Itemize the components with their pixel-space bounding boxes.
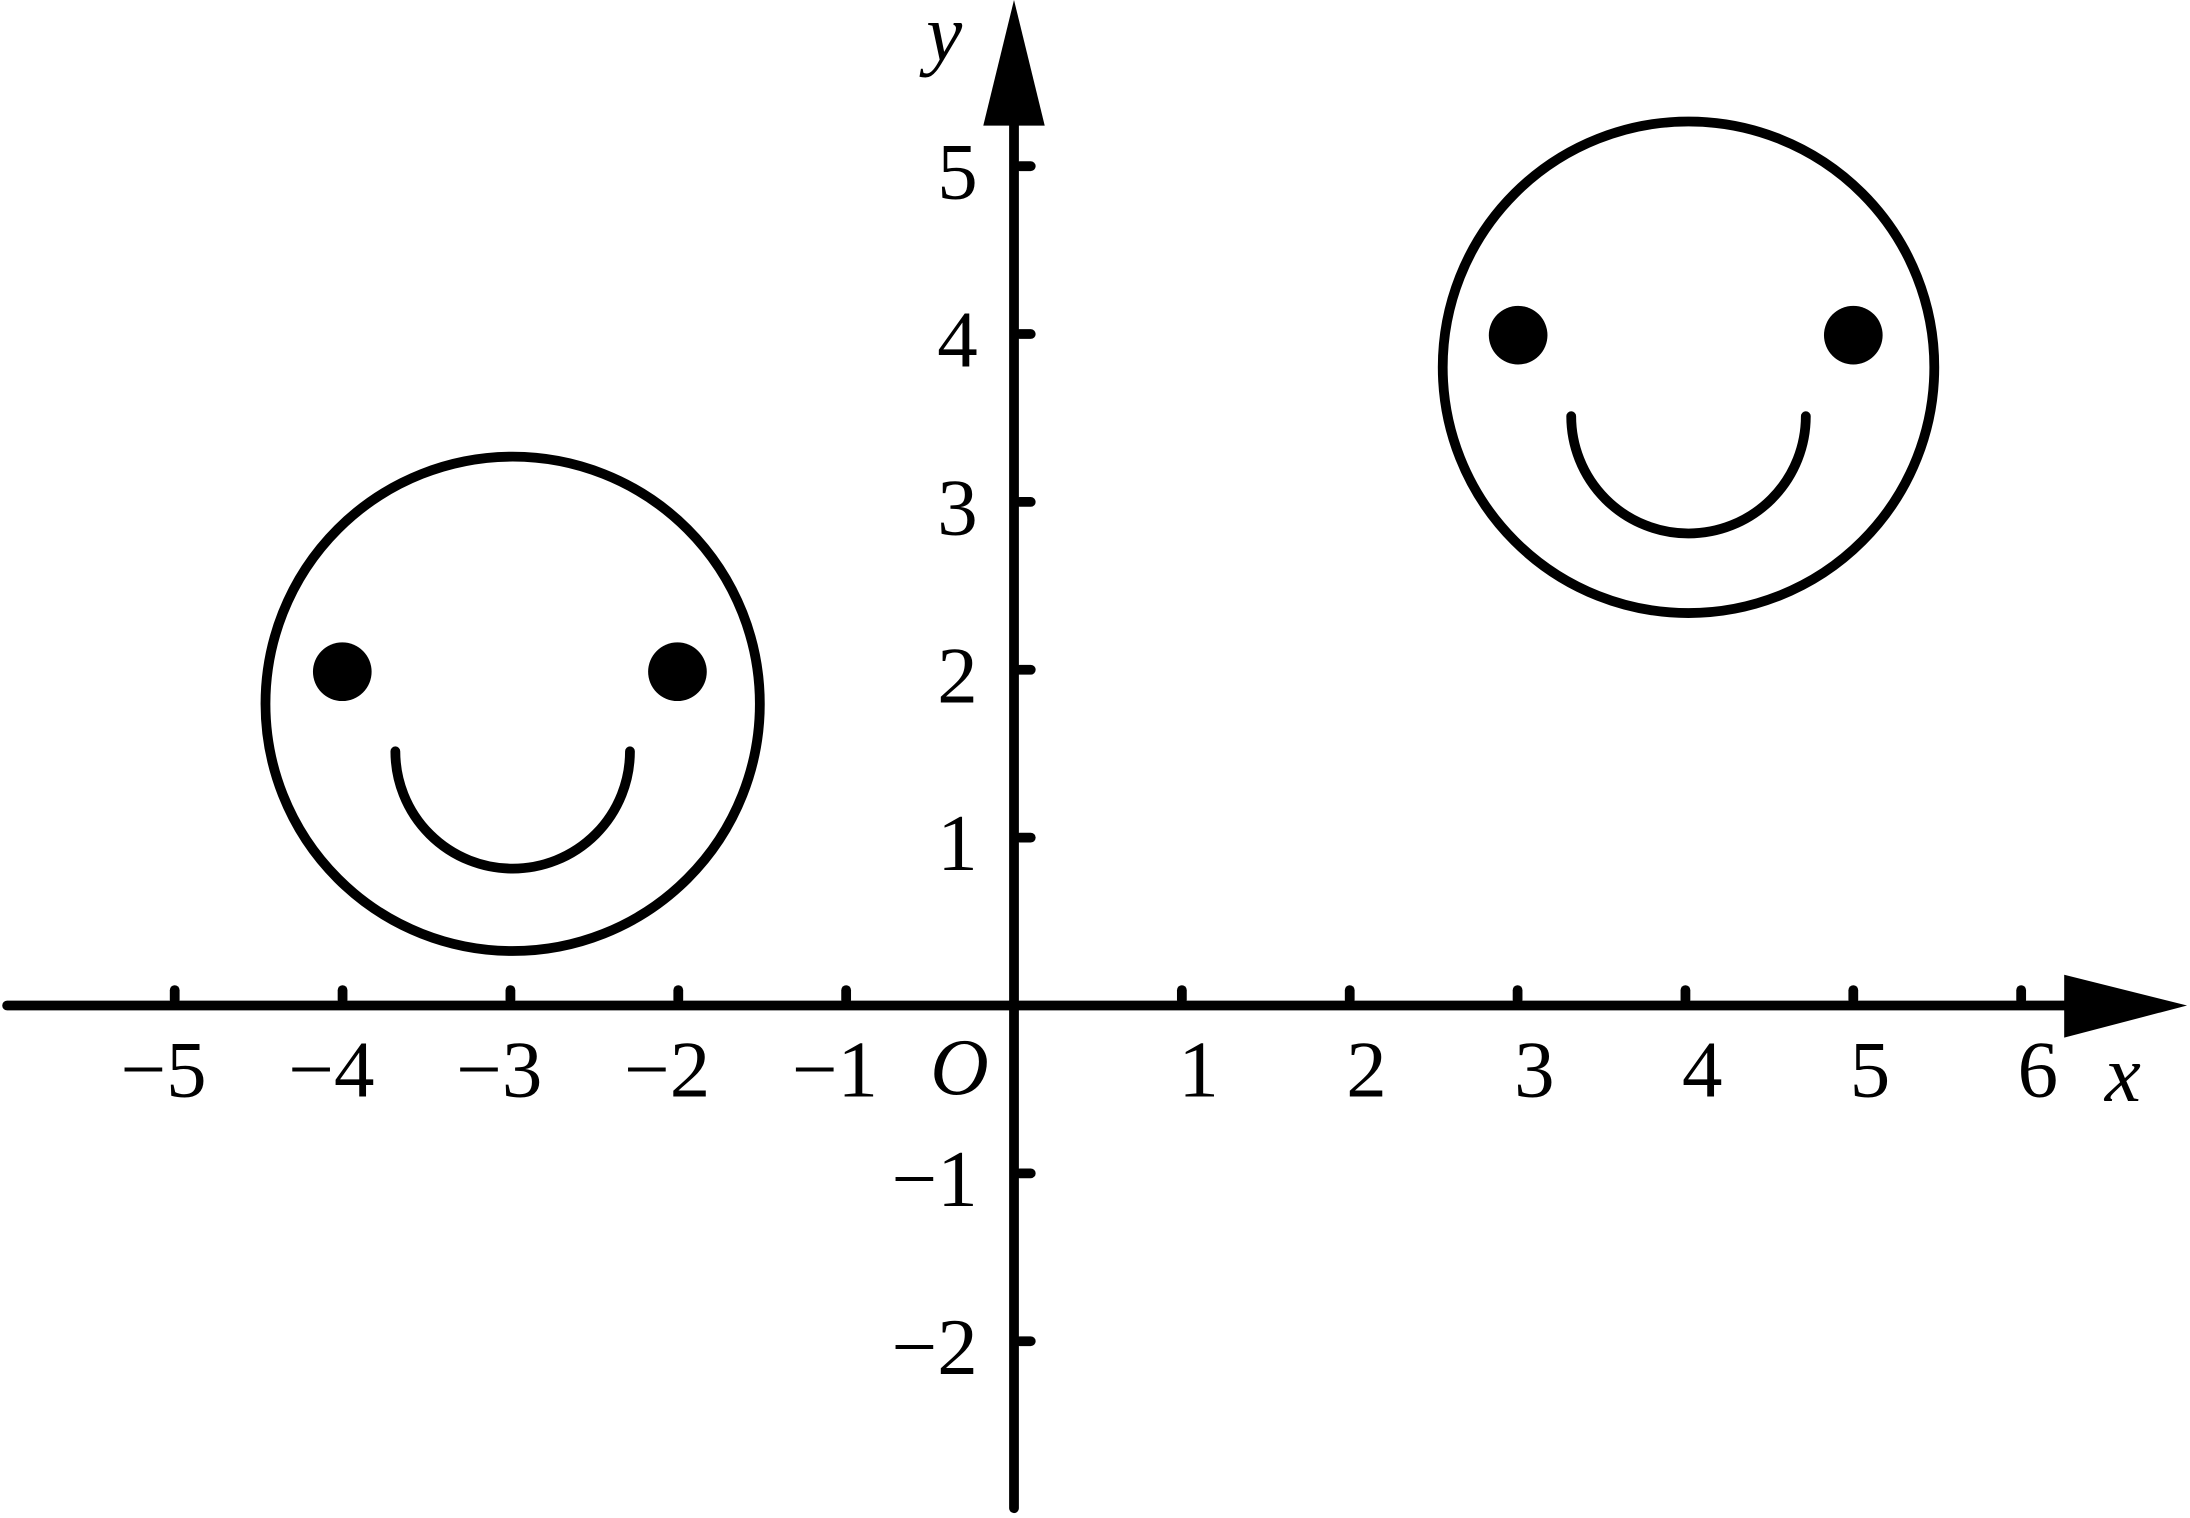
- left-face: [260, 451, 765, 956]
- y-tick-label: −2: [892, 1302, 978, 1392]
- x-axis-label: x: [2104, 1029, 2141, 1119]
- x-tick-label: −1: [792, 1025, 878, 1115]
- x-tick-label: 1: [1178, 1025, 1218, 1115]
- x-tick-label: 5: [1850, 1025, 1891, 1115]
- right-face: [1437, 116, 1940, 618]
- x-tick-label: 4: [1682, 1025, 1723, 1115]
- y-axis-label: y: [919, 0, 962, 78]
- y-tick-label: 2: [937, 630, 978, 720]
- x-tick-label: 2: [1346, 1025, 1387, 1115]
- y-arrow: [983, 0, 1045, 126]
- x-tick-label: 3: [1514, 1025, 1555, 1115]
- origin-label: O: [930, 1022, 988, 1112]
- x-tick-label: 6: [2018, 1025, 2058, 1115]
- mouth: [1566, 411, 1811, 539]
- y-tick-label: 3: [937, 462, 978, 552]
- x-arrow: [2064, 974, 2188, 1038]
- eye: [1488, 305, 1548, 365]
- x-tick-label: −4: [288, 1025, 374, 1115]
- x-tick-label: −3: [456, 1025, 542, 1115]
- y-tick-label: −1: [892, 1134, 978, 1224]
- y-tick-label: 1: [937, 798, 978, 888]
- face-outline: [1437, 116, 1940, 618]
- y-tick-label: 5: [937, 127, 978, 217]
- mouth: [390, 746, 635, 874]
- x-tick-label: −2: [624, 1025, 710, 1115]
- eye: [312, 642, 372, 702]
- y-tick-label: 4: [937, 295, 978, 385]
- eye: [648, 642, 707, 702]
- face-outline: [260, 451, 765, 956]
- x-tick-label: −5: [120, 1025, 206, 1115]
- eye: [1823, 305, 1883, 365]
